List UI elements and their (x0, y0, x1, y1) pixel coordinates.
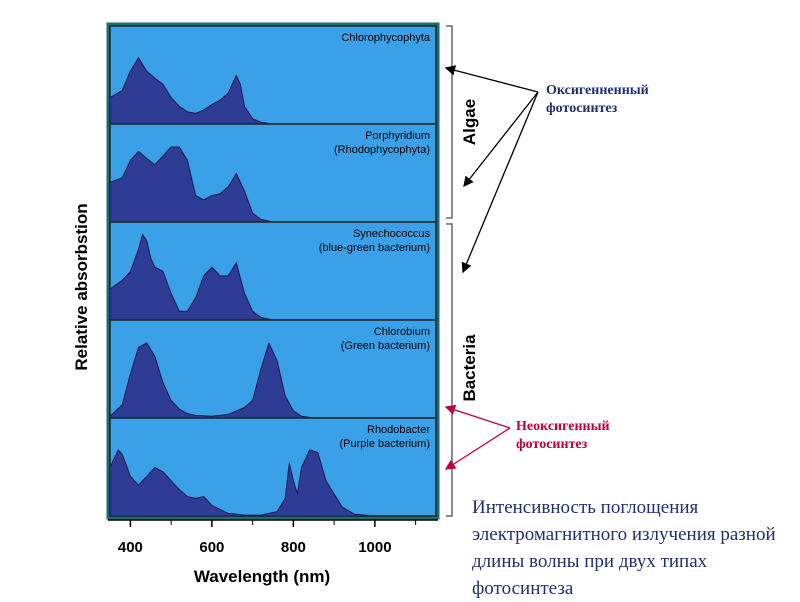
spectrum-area-chlorophycophyta (109, 57, 274, 125)
y-axis-title: Relative absorbstion (72, 203, 91, 370)
panel-subtitle: (Rhodophycophyta) (334, 144, 430, 156)
group-label-algae: Algae (460, 99, 479, 145)
anoxygenic-label: Неоксигенный фотосинтез (516, 419, 610, 452)
oxygenic-label: Оксигенненный фотосинтез (546, 83, 649, 116)
x-ticks: 400 600 800 1000 (118, 520, 417, 556)
panel-subtitle: (Green bacterium) (341, 340, 430, 352)
panel-title: Chlorobium (374, 326, 430, 338)
panel-title: Synechococcus (353, 228, 431, 240)
panel-title: Chlorophycophyta (341, 32, 431, 44)
panel-subtitle: (blue-green bacterium) (319, 242, 430, 254)
x-tick-label: 600 (199, 539, 224, 556)
oxygenic-arrow-2 (463, 91, 539, 188)
oxygenic-arrow-3 (461, 91, 539, 274)
anoxygenic-arrow-2 (444, 427, 511, 470)
bacteria-bracket (446, 223, 453, 517)
spectrum-area-synechococcus (109, 233, 274, 321)
oxygenic-arrow-1 (444, 65, 539, 93)
x-axis-title: Wavelength (nm) (194, 567, 330, 586)
spectra-panels: Chlorophycophyta Porphyridium (Rhodophycop… (109, 25, 437, 517)
panel-subtitle: (Purple bacterium) (340, 438, 430, 450)
algae-bracket (446, 25, 453, 219)
anoxygenic-arrow-1 (444, 404, 511, 429)
panel-title: Porphyridium (365, 130, 430, 142)
x-tick-label: 800 (281, 539, 306, 556)
spectrum-area-chlorobium (109, 342, 315, 419)
x-tick-label: 1000 (358, 539, 391, 556)
plot-frame (106, 22, 440, 520)
x-tick-label: 400 (118, 539, 143, 556)
panel-title: Rhodobacter (367, 424, 430, 436)
spectrum-area-rhodobacter (109, 449, 376, 517)
caption-text: Интенсивность поглощения электромагнитно… (472, 497, 776, 599)
group-label-bacteria: Bacteria (460, 334, 479, 402)
spectrum-area-porphyridium (109, 146, 274, 223)
